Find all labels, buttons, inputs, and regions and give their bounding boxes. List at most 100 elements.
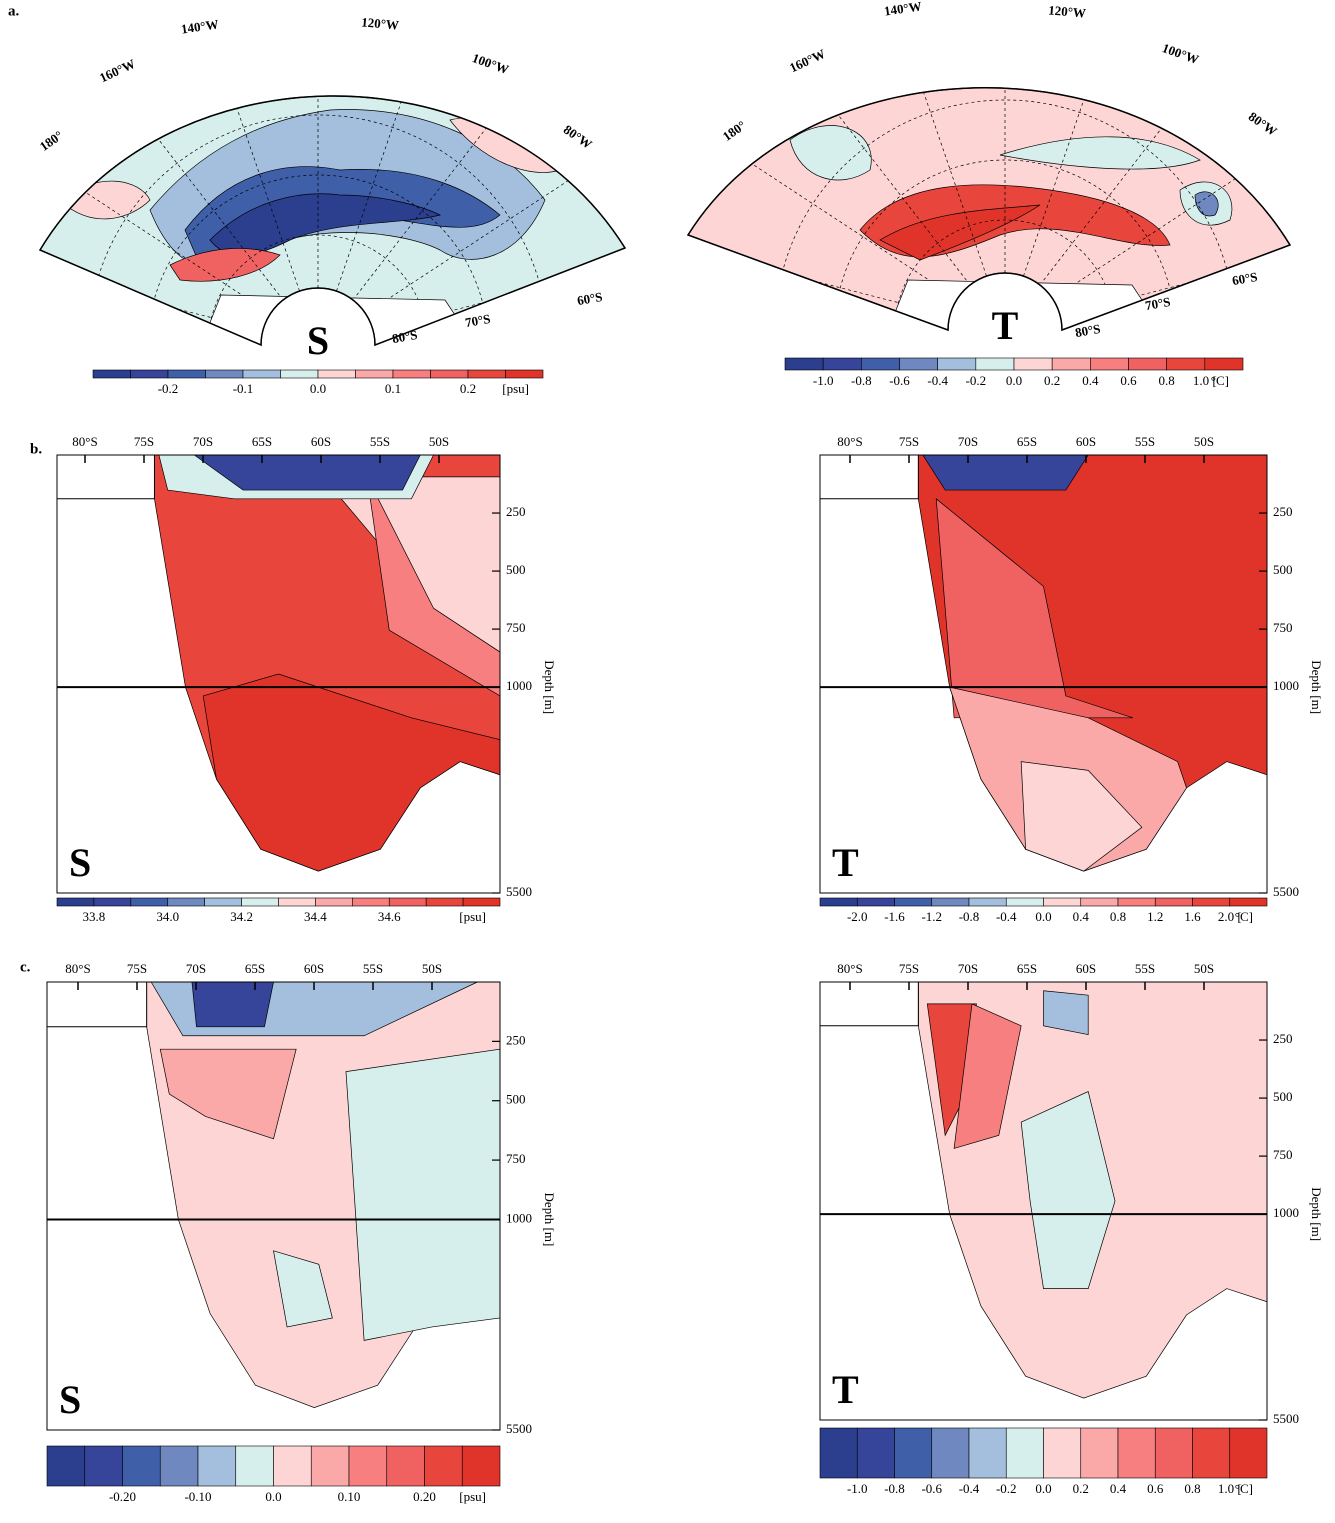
latitude-label: 65S: [245, 961, 265, 976]
colorbar-label: -0.4: [959, 1481, 980, 1496]
colorbar-label: 0.4: [1073, 909, 1090, 924]
longitude-label: 120°W: [1048, 2, 1087, 20]
colorbar-swatch: [1118, 898, 1155, 906]
latitude-label: 70S: [958, 961, 978, 976]
colorbar-label: -0.4: [996, 909, 1017, 924]
colorbar-swatch: [393, 370, 431, 378]
colorbar-label: 0.2: [1044, 373, 1060, 388]
colorbar-label: -0.20: [109, 1489, 136, 1504]
latitude-label: 80°S: [1074, 321, 1102, 340]
latitude-label: 75S: [134, 434, 154, 449]
depth-tick-label: 750: [506, 620, 526, 635]
colorbar-unit: °C]: [1211, 373, 1229, 388]
colorbar-swatch: [969, 898, 1006, 906]
colorbar-swatch: [387, 1446, 425, 1486]
colorbar-swatch: [785, 358, 823, 370]
colorbar-swatch: [969, 1428, 1006, 1478]
colorbar-swatch: [315, 898, 352, 906]
colorbar-swatch: [1081, 1428, 1118, 1478]
latitude-label: 60°S: [576, 289, 604, 308]
colorbar-label: -0.4: [927, 373, 948, 388]
colorbar-label: 0.4: [1110, 1481, 1127, 1496]
contour-patch: [740, 24, 1000, 75]
panel-letter: S: [69, 840, 91, 885]
colorbar-label: 0.0: [1035, 909, 1051, 924]
longitude-label: 100°W: [1160, 40, 1201, 67]
colorbar-swatch: [243, 370, 281, 378]
latitude-label: 65S: [1017, 961, 1037, 976]
colorbar-label: 1.2: [1147, 909, 1163, 924]
colorbar-swatch: [820, 1428, 857, 1478]
contour-patch: [120, 36, 400, 80]
shelf: [820, 982, 918, 1026]
colorbar-label: 0.0: [265, 1489, 281, 1504]
colorbar-swatch: [281, 370, 319, 378]
colorbar-swatch: [1230, 1428, 1267, 1478]
colorbar-label: -1.2: [921, 909, 942, 924]
colorbar-swatch: [1205, 358, 1243, 370]
latitude-label: 70S: [186, 961, 206, 976]
panel-letter: T: [832, 840, 859, 885]
colorbar-label: 0.2: [460, 381, 476, 396]
colorbar-label: -0.6: [921, 1481, 942, 1496]
panel-letter: T: [832, 1367, 859, 1412]
colorbar-swatch: [47, 1446, 85, 1486]
colorbar-label: 0.8: [1159, 373, 1175, 388]
latitude-label: 60S: [1076, 961, 1096, 976]
shelf: [820, 455, 918, 499]
colorbar-swatch: [94, 898, 131, 906]
colorbar-label: -0.2: [158, 381, 179, 396]
depth-tick-label: 250: [506, 1032, 526, 1047]
colorbar-swatch: [1155, 1428, 1192, 1478]
latitude-label: 75S: [899, 434, 919, 449]
colorbar-swatch: [861, 358, 899, 370]
latitude-label: 80°S: [72, 434, 97, 449]
depth-tick-label: 500: [506, 562, 526, 577]
latitude-label: 65S: [1017, 434, 1037, 449]
colorbar-swatch: [131, 898, 168, 906]
colorbar-swatch: [349, 1446, 387, 1486]
latitude-label: 50S: [429, 434, 449, 449]
colorbar-swatch: [462, 1446, 500, 1486]
depth-tick-label: 1000: [506, 678, 532, 693]
latitude-label: 55S: [363, 961, 383, 976]
latitude-label: 70S: [193, 434, 213, 449]
latitude-label: 65S: [252, 434, 272, 449]
latitude-label: 60°S: [1231, 269, 1259, 288]
depth-title: Depth [m]: [542, 660, 557, 714]
latitude-label: 60S: [1076, 434, 1096, 449]
colorbar-swatch: [1090, 358, 1128, 370]
colorbar-label: 0.20: [413, 1489, 436, 1504]
colorbar-label: 1.6: [1184, 909, 1201, 924]
colorbar-unit: °C]: [1235, 1481, 1253, 1496]
colorbar-unit: [psu]: [459, 1489, 486, 1504]
colorbar-swatch: [1118, 1428, 1155, 1478]
depth-tick-label: 750: [1273, 620, 1293, 635]
latitude-label: 55S: [1135, 961, 1155, 976]
colorbar-swatch: [1044, 1428, 1081, 1478]
colorbar-label: -0.1: [233, 381, 254, 396]
depth-tick-label: 5500: [506, 884, 532, 899]
depth-tick-label: 5500: [1273, 884, 1299, 899]
colorbar-swatch: [279, 898, 316, 906]
latitude-label: 55S: [370, 434, 390, 449]
colorbar-label: -0.10: [184, 1489, 211, 1504]
colorbar-label: -1.0: [847, 1481, 868, 1496]
colorbar-label: 34.0: [156, 909, 179, 924]
longitude-label: 140°W: [180, 16, 219, 36]
colorbar-label: 0.6: [1120, 373, 1137, 388]
depth-tick-label: 1000: [1273, 678, 1299, 693]
colorbar-swatch: [463, 898, 500, 906]
colorbar-swatch: [823, 358, 861, 370]
depth-tick-label: 1000: [506, 1210, 532, 1225]
colorbar-swatch: [1193, 1428, 1230, 1478]
colorbar-swatch: [431, 370, 469, 378]
colorbar-swatch: [468, 370, 506, 378]
colorbar-label: -0.6: [889, 373, 910, 388]
colorbar-swatch: [425, 1446, 463, 1486]
depth-tick-label: 250: [506, 504, 526, 519]
latitude-label: 60S: [311, 434, 331, 449]
colorbar-swatch: [205, 898, 242, 906]
contour-patch: [192, 982, 274, 1027]
colorbar-label: 34.4: [304, 909, 327, 924]
